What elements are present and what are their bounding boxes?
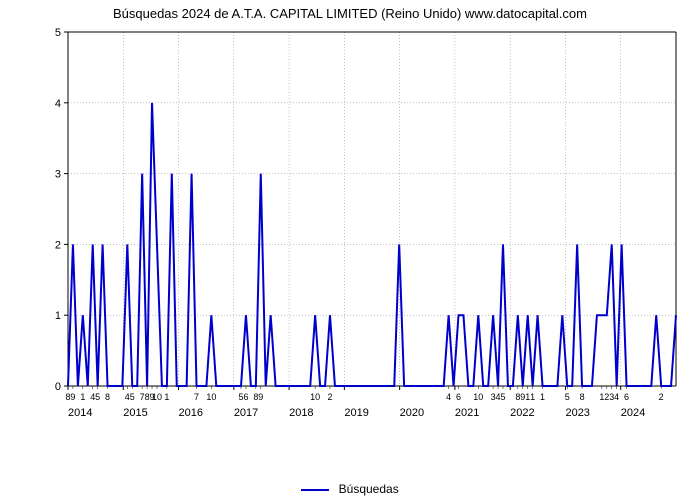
svg-text:5: 5	[500, 392, 505, 402]
svg-text:9: 9	[70, 392, 75, 402]
legend-swatch	[301, 489, 329, 491]
svg-text:5: 5	[565, 392, 570, 402]
svg-text:2021: 2021	[455, 407, 479, 419]
svg-text:2024: 2024	[621, 407, 645, 419]
svg-text:2016: 2016	[179, 407, 203, 419]
svg-text:1: 1	[55, 310, 61, 322]
svg-text:10: 10	[310, 392, 320, 402]
svg-text:5: 5	[130, 392, 135, 402]
svg-text:8: 8	[580, 392, 585, 402]
svg-text:6: 6	[243, 392, 248, 402]
svg-text:2022: 2022	[510, 407, 534, 419]
svg-text:2: 2	[55, 239, 61, 251]
svg-text:3: 3	[55, 169, 61, 181]
svg-text:10: 10	[152, 392, 162, 402]
legend-label: Búsquedas	[339, 482, 399, 496]
svg-text:5: 5	[55, 28, 61, 39]
svg-text:2015: 2015	[123, 407, 147, 419]
chart-container: Búsquedas 2024 de A.T.A. CAPITAL LIMITED…	[0, 0, 700, 500]
svg-text:2020: 2020	[400, 407, 424, 419]
svg-text:2019: 2019	[344, 407, 368, 419]
svg-text:6: 6	[456, 392, 461, 402]
chart-title: Búsquedas 2024 de A.T.A. CAPITAL LIMITED…	[0, 6, 700, 21]
svg-text:1: 1	[80, 392, 85, 402]
svg-text:2023: 2023	[565, 407, 589, 419]
svg-text:1: 1	[530, 392, 535, 402]
svg-text:2: 2	[659, 392, 664, 402]
svg-text:4: 4	[55, 98, 61, 110]
svg-text:10: 10	[473, 392, 483, 402]
svg-text:8: 8	[105, 392, 110, 402]
svg-text:2017: 2017	[234, 407, 258, 419]
svg-text:1: 1	[164, 392, 169, 402]
line-chart: 0123452014201520162017201820192020202120…	[50, 28, 680, 428]
svg-text:10: 10	[206, 392, 216, 402]
svg-text:2018: 2018	[289, 407, 313, 419]
svg-text:2014: 2014	[68, 407, 92, 419]
svg-text:2: 2	[327, 392, 332, 402]
svg-text:4: 4	[446, 392, 451, 402]
svg-text:6: 6	[624, 392, 629, 402]
svg-text:7: 7	[194, 392, 199, 402]
svg-text:4: 4	[614, 392, 619, 402]
svg-text:9: 9	[258, 392, 263, 402]
legend: Búsquedas	[0, 482, 700, 496]
svg-text:0: 0	[55, 381, 61, 393]
svg-text:1: 1	[540, 392, 545, 402]
svg-text:5: 5	[95, 392, 100, 402]
